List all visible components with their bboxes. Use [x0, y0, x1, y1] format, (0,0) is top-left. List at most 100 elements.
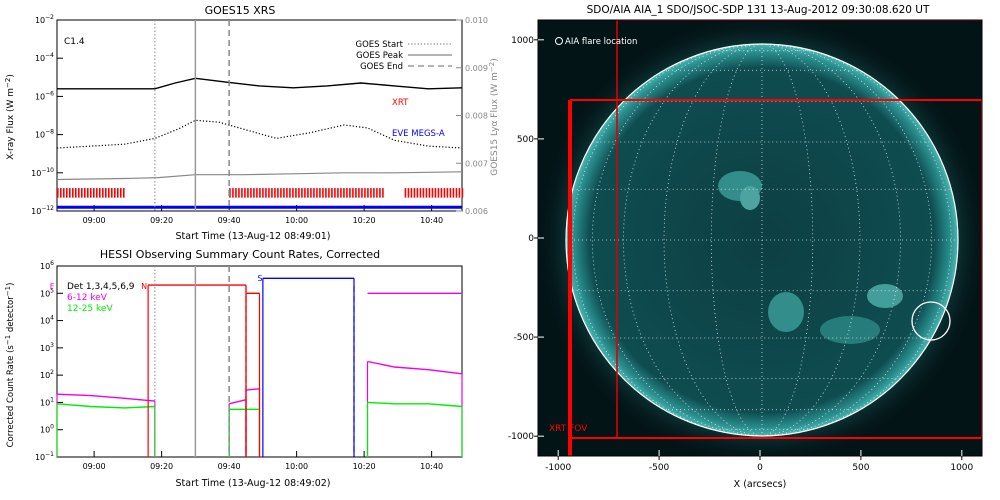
- goes-red-bar-tick: [364, 188, 366, 198]
- goes-red-bar-tick: [295, 188, 297, 198]
- hessi-series-line: [56, 393, 155, 402]
- goes-red-bar-tick: [274, 188, 276, 198]
- goes-red-bar-tick: [280, 188, 282, 198]
- goes-red-bar-tick: [304, 188, 306, 198]
- goes-legend-label: GOES Start: [355, 40, 403, 50]
- goes-red-bar-tick: [358, 188, 360, 198]
- goes-red-bar-tick: [413, 188, 416, 198]
- hessi-x-tick-label: 10:00: [285, 462, 308, 471]
- aia-y-tick-label: 1000: [511, 36, 534, 46]
- goes-red-bar-tick: [84, 188, 86, 198]
- goes-x-tick-label: 09:00: [83, 216, 106, 225]
- hessi-legend-label: 12-25 keV: [67, 304, 113, 314]
- goes-red-bar: [57, 188, 125, 198]
- aia-x-tick-label: 500: [852, 463, 869, 473]
- goes-red-bar-tick: [268, 188, 270, 198]
- goes-red-bar-tick: [443, 188, 446, 198]
- heliographic-grid: [566, 43, 958, 437]
- goes-red-bar-tick: [244, 188, 246, 198]
- goes-red-bar-tick: [301, 188, 303, 198]
- hessi-legend-label: Det 1,3,4,5,6,9: [67, 282, 135, 292]
- goes-series-line: [56, 171, 463, 181]
- goes-red-bar-tick: [289, 188, 291, 198]
- goes-red-bar-tick: [373, 188, 375, 198]
- hessi-series-line: [245, 388, 260, 391]
- goes-y-tick-label: 10−8: [35, 129, 54, 140]
- goes-red-bar-tick: [410, 188, 413, 198]
- goes-red-bar-tick: [117, 188, 119, 198]
- goes-red-bar-tick: [367, 188, 369, 198]
- goes-red-bar-tick: [265, 188, 267, 198]
- hessi-series-line: [228, 399, 247, 405]
- goes-red-bar-tick: [452, 188, 455, 198]
- aia-x-tick-label: 0: [757, 463, 763, 473]
- goes-red-bar-tick: [461, 188, 464, 198]
- goes-red-bar-tick: [75, 188, 77, 198]
- goes-red-bar-tick: [343, 188, 345, 198]
- goes-red-bar-tick: [431, 188, 434, 198]
- hessi-x-tick-label: 09:40: [218, 462, 241, 471]
- goes-x-tick-label: 10:40: [420, 216, 443, 225]
- hessi-x-tick-label: 10:40: [420, 462, 443, 471]
- goes-red-bar-tick: [250, 188, 252, 198]
- hessi-y-tick-label: 102: [40, 369, 54, 380]
- hessi-x-tick-label: 09:20: [150, 462, 173, 471]
- hessi-y-tick-label: 103: [40, 342, 54, 353]
- goes-red-bar-tick: [283, 188, 285, 198]
- goes-red-bar-tick: [340, 188, 342, 198]
- goes-x-tick-label: 09:40: [218, 216, 241, 225]
- goes-red-bar-tick: [93, 188, 95, 198]
- goes-red-bar-tick: [72, 188, 74, 198]
- goes-red-bar-tick: [235, 188, 237, 198]
- goes-series-line: [56, 119, 463, 149]
- goes-red-bar-tick: [292, 188, 294, 198]
- goes-red-bar-tick: [108, 188, 110, 198]
- aia-axes: -1000 -500 0 500 1000 -1000 -500 0 500 1000: [508, 36, 974, 473]
- goes-red-bar-tick: [425, 188, 428, 198]
- goes-y2-tick-label: 0.010: [465, 16, 488, 25]
- xrt-fov-label: XRT FOV: [549, 424, 588, 434]
- goes-red-bar-tick: [325, 188, 327, 198]
- goes-red-bar-tick: [370, 188, 372, 198]
- goes-red-bar-tick: [57, 188, 59, 198]
- goes-ylabel: X-ray Flux (W m−2): [4, 74, 16, 160]
- goes-red-bar: [229, 188, 384, 198]
- goes-red-bar-tick: [247, 188, 249, 198]
- aia-y-tick-label: 0: [528, 234, 534, 244]
- goes-red-bar-tick: [458, 188, 461, 198]
- goes-red-bar-tick: [111, 188, 113, 198]
- hessi-y-tick-label: 100: [40, 424, 54, 435]
- hessi-flag: F: [50, 282, 55, 291]
- aia-y-tick-label: -500: [514, 333, 535, 343]
- goes-y-tick-label: 10−4: [35, 52, 54, 63]
- goes-red-bar-tick: [446, 188, 449, 198]
- goes-red-bar-tick: [259, 188, 261, 198]
- goes-red-bar-tick: [69, 188, 71, 198]
- hessi-legend-label: 6-12 keV: [67, 293, 108, 303]
- goes-red-bar-tick: [419, 188, 422, 198]
- goes-red-bar-tick: [422, 188, 425, 198]
- goes-x-tick-label: 10:00: [285, 216, 308, 225]
- longitude-line: [761, 43, 861, 437]
- goes-y-tick-label: 10−12: [31, 205, 54, 216]
- hessi-y-tick-label: 106: [40, 260, 54, 271]
- hessi-flag: S: [257, 274, 262, 283]
- goes-red-bar-tick: [87, 188, 89, 198]
- hessi-x-tick-label: 10:20: [353, 462, 376, 471]
- goes-red-bar-tick: [440, 188, 443, 198]
- goes-series-line: [57, 77, 463, 90]
- goes-y2-tick-label: 0.009: [465, 64, 488, 73]
- solar-limb: [565, 43, 959, 437]
- hessi-series-line: [56, 403, 155, 409]
- goes-red-bar-tick: [298, 188, 300, 198]
- goes-x-tick-label: 10:20: [353, 216, 376, 225]
- aia-title: SDO/AIA AIA_1 SDO/JSOC-SDP 131 13-Aug-20…: [587, 4, 930, 16]
- goes-x-tick-label: 09:20: [150, 216, 173, 225]
- goes-red-bar-tick: [319, 188, 321, 198]
- goes-red-bar-tick: [277, 188, 279, 198]
- goes-y2-tick-label: 0.007: [465, 159, 488, 168]
- goes-red-bar-tick: [241, 188, 243, 198]
- goes-red-bar: [404, 188, 464, 198]
- goes-red-bar-tick: [99, 188, 101, 198]
- flare-location-circle: [911, 301, 951, 341]
